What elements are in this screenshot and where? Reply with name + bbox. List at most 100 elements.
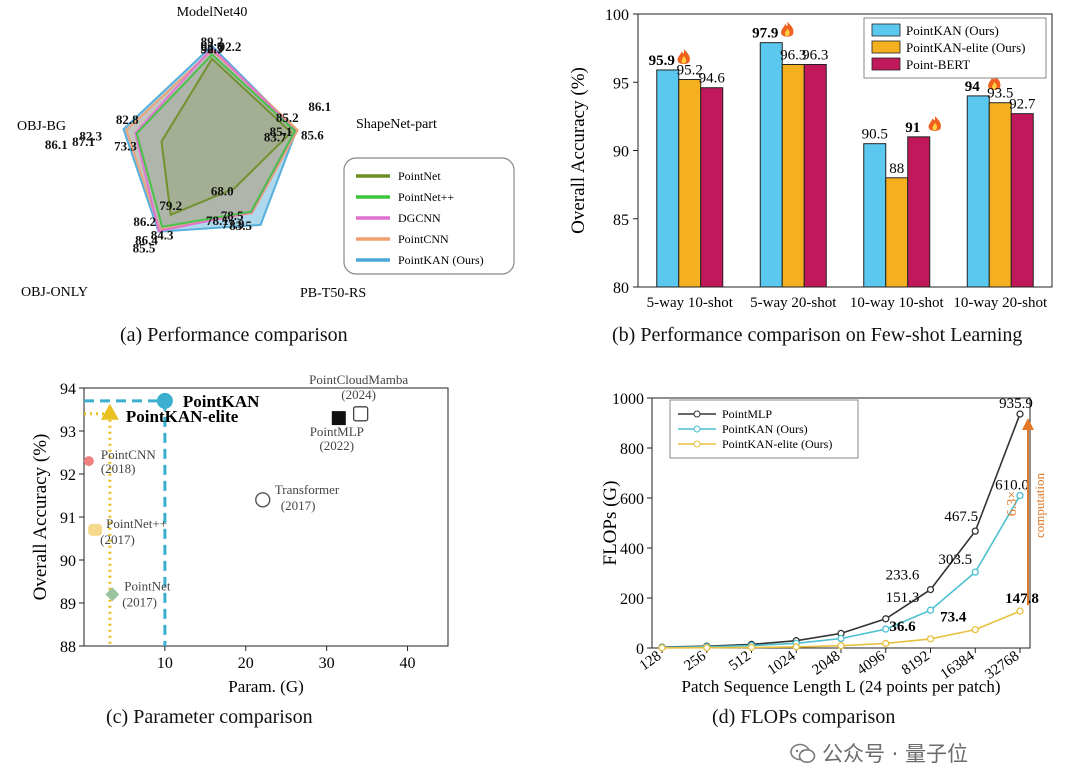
bar-chart: 80 85 90 95 100 Overall Accuracy (%) 5-way 10-… bbox=[568, 7, 1053, 311]
value-label: 151.3 bbox=[886, 590, 920, 606]
legend-label: PointKAN-elite (Ours) bbox=[722, 437, 832, 451]
bar-value-label: 95.2 bbox=[677, 63, 703, 79]
radar-value-label: 68.0 bbox=[211, 184, 234, 199]
x-tick-label: 2048 bbox=[810, 648, 844, 678]
series-marker bbox=[837, 634, 845, 643]
point-marker bbox=[83, 456, 94, 467]
radar-axis-label: PB-T50-RS bbox=[300, 286, 366, 301]
point-label: PointKAN-elite bbox=[126, 407, 239, 426]
radar-value-label: 85.1 bbox=[270, 124, 293, 139]
bar bbox=[781, 64, 805, 288]
legend-marker bbox=[693, 440, 701, 448]
bar-value-label: 90.5 bbox=[862, 127, 888, 143]
radar-value-label: 84.3 bbox=[151, 228, 174, 243]
y-tick-label: 85 bbox=[613, 212, 629, 229]
x-tick-label: 5-way 20-shot bbox=[750, 295, 837, 311]
radar-value-label: 86.1 bbox=[308, 99, 331, 114]
bar-value-label: 96.3 bbox=[802, 48, 828, 64]
caption-a: (a) Performance comparison bbox=[120, 324, 348, 346]
series-marker bbox=[1016, 491, 1024, 500]
legend-label: DGCNN bbox=[398, 211, 441, 225]
caption-d: (d) FLOPs comparison bbox=[712, 706, 896, 728]
point-label: PointNet bbox=[124, 578, 171, 593]
radar-value-label: 82.3 bbox=[79, 129, 102, 144]
bar-value-label: 92.7 bbox=[1009, 97, 1036, 113]
value-label: 36.6 bbox=[889, 619, 916, 635]
x-tick-label: 1024 bbox=[765, 648, 799, 679]
legend-box bbox=[343, 157, 515, 275]
series-marker bbox=[971, 625, 979, 634]
legend-swatch bbox=[871, 23, 901, 37]
series-marker bbox=[703, 644, 711, 652]
x-axis-label: Patch Sequence Length L (24 points per p… bbox=[682, 677, 1001, 696]
bar-value-label: 96.3 bbox=[780, 48, 806, 64]
radar-value-label: 85.5 bbox=[133, 241, 156, 256]
series-marker bbox=[1016, 410, 1024, 418]
bar-value-label: 94 bbox=[965, 79, 981, 95]
radar-value-label: 87.1 bbox=[72, 134, 95, 149]
x-tick-label: 512 bbox=[726, 648, 754, 674]
point-year: (2017) bbox=[281, 498, 316, 513]
caption-c: (c) Parameter comparison bbox=[106, 706, 313, 728]
radar-value-label: 86.4 bbox=[135, 233, 158, 248]
bar bbox=[966, 95, 990, 288]
value-label: 935.9 bbox=[999, 396, 1033, 412]
legend-label: PointMLP bbox=[722, 407, 772, 421]
point-marker bbox=[156, 392, 173, 409]
y-tick-label: 80 bbox=[613, 280, 629, 297]
bar bbox=[988, 102, 1012, 288]
radar-value-label: 85.2 bbox=[276, 110, 299, 125]
radar-value-label: 93.7 bbox=[201, 39, 224, 54]
legend-label: PointKAN (Ours) bbox=[722, 422, 808, 436]
y-tick-label: 800 bbox=[620, 441, 644, 458]
scatter-chart: 88 89 90 91 92 93 94 10 20 30 40 Param. (G) Overall … bbox=[30, 372, 449, 696]
point-marker bbox=[255, 492, 271, 508]
y-tick-label: 400 bbox=[620, 541, 644, 558]
radar-axis-label: OBJ-ONLY bbox=[21, 285, 88, 300]
x-tick-label: 5-way 10-shot bbox=[647, 295, 734, 311]
series-marker bbox=[882, 639, 890, 648]
series-marker bbox=[926, 606, 935, 614]
legend-label: PointNet bbox=[398, 169, 441, 183]
legend-marker bbox=[693, 425, 701, 433]
point-marker bbox=[105, 587, 120, 602]
bar bbox=[700, 87, 724, 288]
bar-value-label: 91 bbox=[905, 120, 920, 136]
point-label: PointCNN bbox=[101, 447, 157, 462]
wechat-icon bbox=[790, 743, 816, 763]
legend-marker bbox=[693, 410, 701, 418]
radar-value-label: 83.7 bbox=[264, 129, 287, 144]
y-tick-label: 0 bbox=[636, 641, 644, 658]
x-tick-label: 4096 bbox=[854, 648, 888, 679]
x-tick-label: 10-way 10-shot bbox=[850, 295, 945, 311]
value-label: 233.6 bbox=[886, 568, 920, 584]
value-label: 73.4 bbox=[940, 610, 967, 626]
point-label: PointKAN bbox=[183, 392, 260, 411]
radar-value-label: 86.2 bbox=[133, 214, 156, 229]
point-label: PointNet++ bbox=[106, 516, 167, 531]
bar-value-label: 93.5 bbox=[987, 86, 1013, 102]
x-tick-label: 8192 bbox=[899, 648, 933, 678]
radar-value-label: 92.9 bbox=[201, 41, 224, 56]
point-marker bbox=[88, 523, 103, 536]
point-year: (2022) bbox=[319, 438, 354, 453]
y-tick-label: 88 bbox=[60, 639, 76, 656]
radar-value-label: 79.2 bbox=[159, 198, 182, 213]
bar bbox=[885, 177, 909, 288]
fire-icon bbox=[677, 48, 690, 64]
watermark-text: 公众号 · 量子位 bbox=[822, 742, 969, 766]
radar-value-label: 77.9 bbox=[222, 217, 245, 232]
radar-value-label: 78.5 bbox=[221, 208, 244, 223]
legend-label: PointKAN (Ours) bbox=[906, 23, 999, 38]
point-year: (2017) bbox=[122, 594, 157, 609]
x-axis-label: Param. (G) bbox=[228, 677, 304, 696]
x-tick-label: 10-way 20-shot bbox=[953, 295, 1048, 311]
bar bbox=[1010, 113, 1034, 288]
fire-icon bbox=[781, 21, 794, 37]
point-marker bbox=[331, 411, 346, 426]
series-marker bbox=[882, 625, 890, 633]
legend-label: PointCNN bbox=[398, 232, 449, 246]
point-year: (2024) bbox=[341, 387, 376, 402]
legend-swatch bbox=[871, 40, 901, 54]
